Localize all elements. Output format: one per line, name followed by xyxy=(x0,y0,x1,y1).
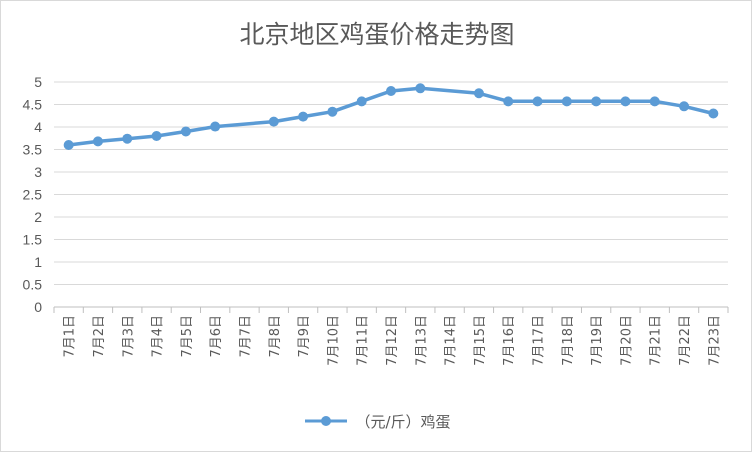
x-tick-label: 7月13日 xyxy=(414,315,429,366)
series-layer xyxy=(63,83,719,150)
x-tick-label: 7月5日 xyxy=(180,315,195,358)
data-point xyxy=(591,96,602,107)
data-point xyxy=(327,106,338,117)
data-point xyxy=(386,86,396,96)
x-tick-label: 7月14日 xyxy=(444,315,459,366)
data-point xyxy=(356,96,367,107)
data-point xyxy=(180,126,191,137)
y-tick-label: 4.5 xyxy=(23,97,43,113)
series-line xyxy=(66,86,716,147)
x-tick-label: 7月16日 xyxy=(502,315,517,366)
y-tick-label: 1.5 xyxy=(23,232,43,248)
gridlines xyxy=(54,81,728,285)
data-point xyxy=(210,121,221,132)
x-tick-label: 7月20日 xyxy=(619,315,634,366)
x-tick-label: 7月8日 xyxy=(268,315,283,358)
x-tick-label: 7月2日 xyxy=(92,315,107,358)
x-tick-label: 7月7日 xyxy=(238,315,253,358)
legend-marker-icon xyxy=(305,416,348,426)
y-tick-label: 2.5 xyxy=(23,187,43,203)
data-point xyxy=(620,96,631,107)
data-point xyxy=(561,96,572,107)
data-point xyxy=(268,116,279,127)
data-point xyxy=(532,96,543,107)
x-tick-label: 7月18日 xyxy=(561,315,576,366)
data-point xyxy=(503,96,514,107)
legend: （元/斤）鸡蛋 xyxy=(1,409,752,433)
x-tick-label: 7月17日 xyxy=(532,315,547,366)
x-tick-label: 7月6日 xyxy=(209,315,224,358)
legend-label: （元/斤）鸡蛋 xyxy=(355,412,451,431)
y-tick-label: 3 xyxy=(34,164,42,180)
data-point xyxy=(122,133,133,144)
data-point xyxy=(473,88,484,99)
y-tick-label: 0 xyxy=(34,299,42,315)
x-tick-label: 7月21日 xyxy=(649,315,664,366)
y-tick-label: 3.5 xyxy=(23,142,43,158)
x-tick-label: 7月19日 xyxy=(590,315,605,366)
x-tick-label: 7月12日 xyxy=(385,315,400,366)
x-tick-label: 7月3日 xyxy=(121,315,136,358)
axes xyxy=(53,306,729,313)
data-point xyxy=(649,96,660,107)
data-point xyxy=(151,131,162,141)
x-tick-label: 7月1日 xyxy=(63,315,78,358)
data-point xyxy=(708,108,719,119)
x-tick-label: 7月15日 xyxy=(473,315,488,366)
x-tick-label: 7月4日 xyxy=(151,315,166,358)
x-tick-label: 7月9日 xyxy=(297,315,312,358)
y-tick-label: 1 xyxy=(34,254,42,270)
x-axis-ticks: 7月1日 7月2日 7月3日 7月4日 7月5日 7月6日 7月7日 7月8日 7月9日 7月10… xyxy=(63,315,723,366)
x-tick-label: 7月10日 xyxy=(326,315,341,366)
data-point xyxy=(298,111,309,122)
x-tick-label: 7月22日 xyxy=(678,315,693,366)
y-tick-label: 0.5 xyxy=(23,277,43,293)
x-tick-label: 7月23日 xyxy=(707,315,722,366)
x-tick-label: 7月11日 xyxy=(356,315,371,366)
y-tick-label: 5 xyxy=(34,74,42,90)
data-point xyxy=(679,101,690,112)
y-tick-label: 2 xyxy=(34,209,42,225)
chart-title: 北京地区鸡蛋价格走势图 xyxy=(239,20,515,49)
data-point xyxy=(63,140,74,150)
data-point xyxy=(92,136,103,147)
y-tick-label: 4 xyxy=(34,119,42,135)
y-axis-ticks: 0 0.5 1 1.5 2 2.5 3 3.5 4 4.5 5 xyxy=(23,74,43,315)
data-point xyxy=(415,83,426,94)
